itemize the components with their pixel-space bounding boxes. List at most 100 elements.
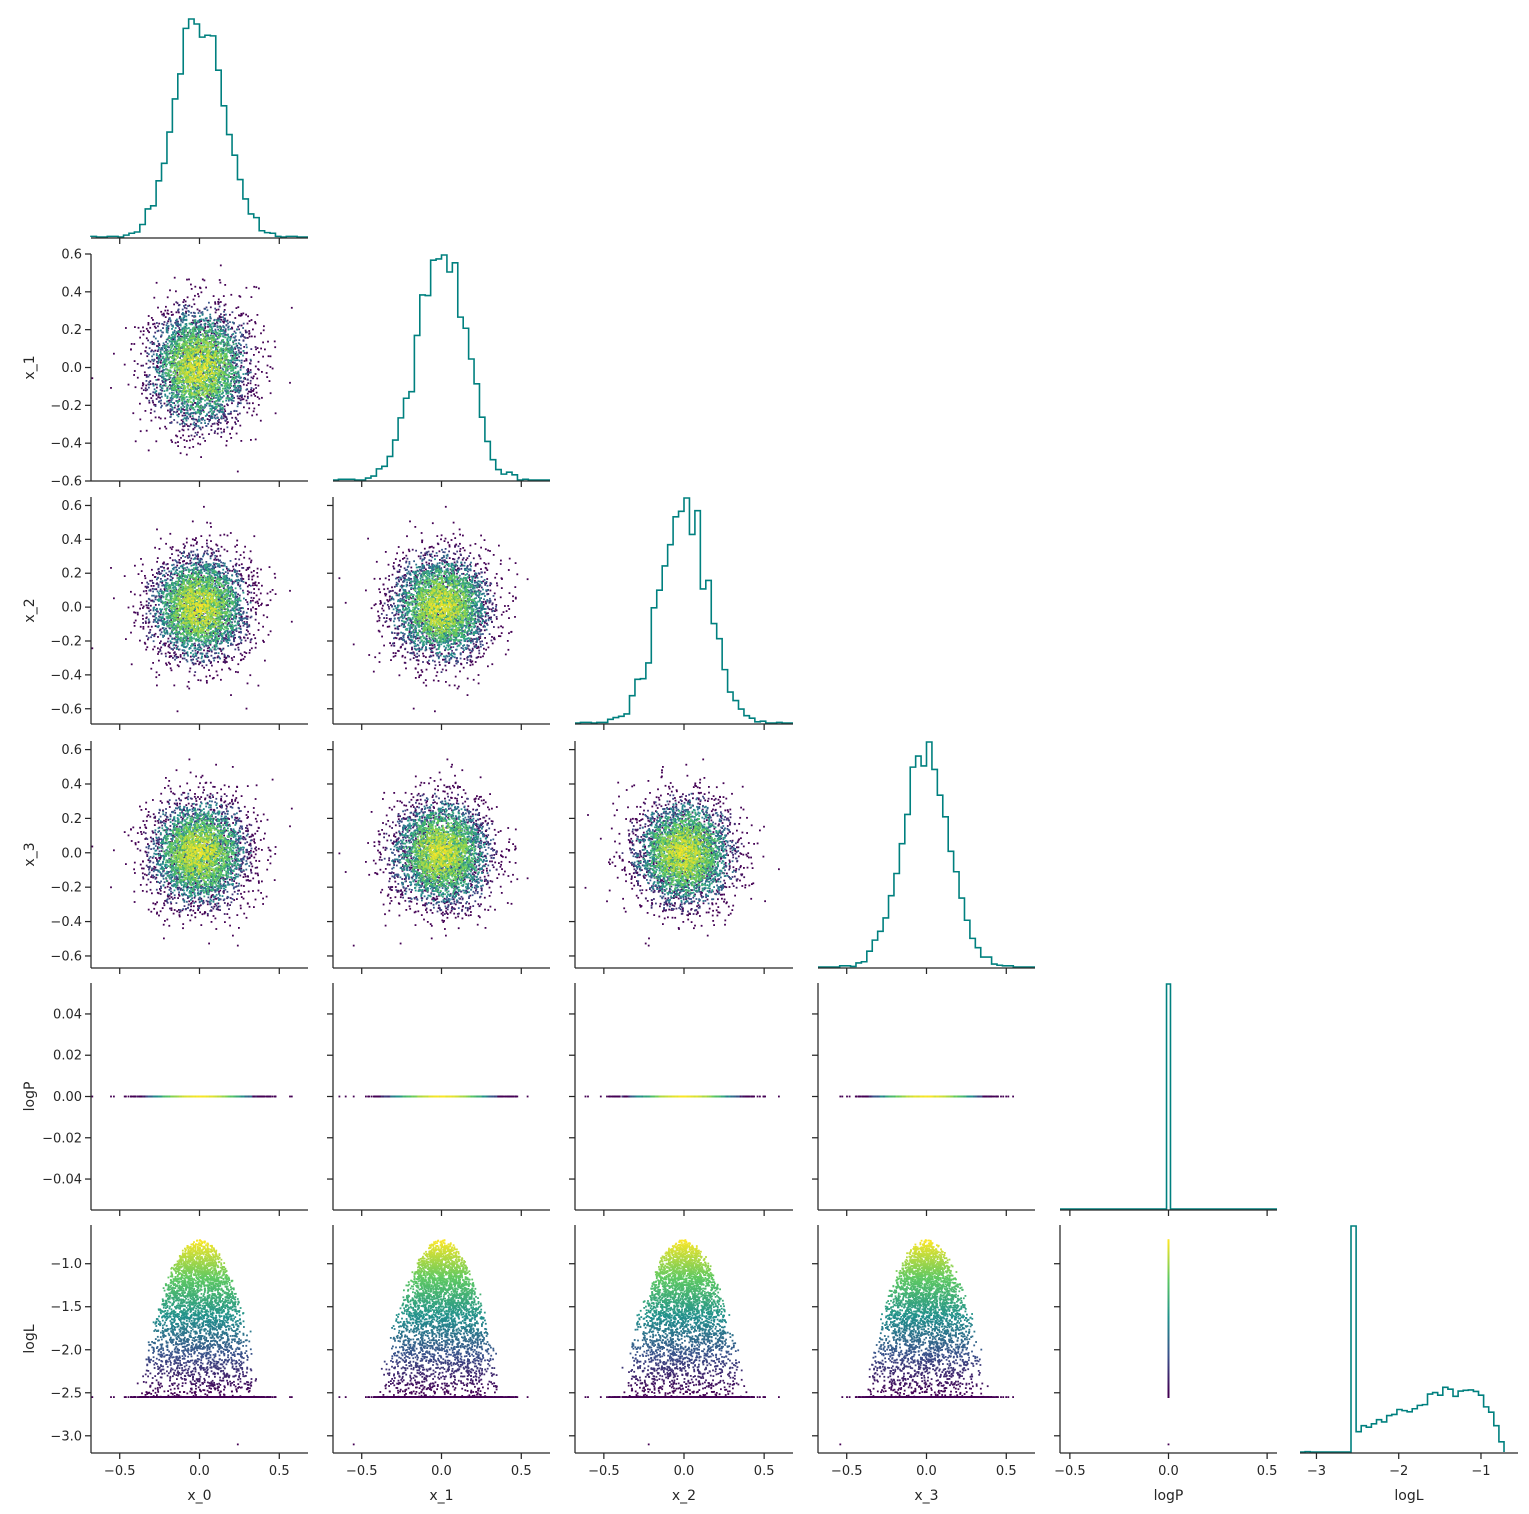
scatter-point: [236, 433, 238, 435]
scatter-point: [128, 384, 130, 386]
scatter-point: [239, 360, 241, 362]
scatter-point: [137, 363, 139, 365]
scatter-point: [144, 374, 146, 376]
scatter-point: [237, 395, 239, 397]
scatter-point: [173, 419, 175, 421]
scatter-point: [223, 311, 225, 313]
scatter-point: [250, 348, 252, 350]
scatter-point: [146, 430, 148, 432]
scatter-point: [199, 436, 201, 438]
scatter-point: [157, 340, 159, 342]
scatter-point: [148, 360, 150, 362]
scatter-point: [231, 328, 233, 330]
scatter-point: [230, 294, 232, 296]
scatter-point: [148, 376, 150, 378]
scatter-point: [188, 314, 190, 316]
scatter-point: [229, 321, 231, 323]
scatter-point: [201, 410, 203, 412]
scatter-point: [252, 329, 254, 331]
scatter-point: [255, 373, 257, 375]
scatter-point: [200, 334, 202, 336]
scatter-point: [225, 314, 227, 316]
scatter-point: [267, 341, 269, 343]
scatter-point: [183, 412, 185, 414]
scatter-point: [134, 360, 136, 362]
scatter-point: [164, 418, 166, 420]
scatter-point: [200, 429, 202, 431]
scatter-point: [238, 328, 240, 330]
scatter-point: [246, 287, 248, 289]
scatter-point: [181, 419, 183, 421]
scatter-point: [266, 372, 268, 374]
scatter-point: [170, 401, 172, 403]
scatter-point: [291, 307, 293, 309]
scatter-point: [255, 387, 257, 389]
scatter-point: [224, 330, 226, 332]
scatter-point: [224, 408, 226, 410]
scatter-point: [231, 402, 233, 404]
scatter-point: [243, 346, 245, 348]
scatter-point: [246, 360, 248, 362]
scatter-point: [186, 279, 188, 281]
scatter-point: [175, 290, 177, 292]
scatter-point: [140, 331, 142, 333]
scatter-point: [244, 396, 246, 398]
scatter-point: [169, 318, 171, 320]
scatter-point: [155, 405, 157, 407]
scatter-point: [263, 325, 265, 327]
scatter-point: [152, 383, 154, 385]
scatter-point: [255, 366, 257, 368]
scatter-point: [142, 343, 144, 345]
scatter-point: [135, 440, 137, 442]
scatter-point: [232, 311, 234, 313]
scatter-point: [253, 286, 255, 288]
scatter-point: [272, 368, 274, 370]
scatter-point: [169, 409, 171, 411]
scatter-point: [230, 413, 232, 415]
scatter-point: [146, 376, 148, 378]
scatter-point: [258, 404, 260, 406]
scatter-point: [237, 306, 239, 308]
scatter-point: [139, 337, 141, 339]
scatter-point: [240, 348, 242, 350]
scatter-point: [183, 299, 185, 301]
scatter-point: [181, 403, 183, 405]
scatter-point: [155, 327, 157, 329]
scatter-point: [146, 380, 148, 382]
scatter-point: [239, 296, 241, 298]
scatter-point: [177, 422, 179, 424]
scatter-point: [156, 394, 158, 396]
scatter-point: [154, 376, 156, 378]
scatter-point: [207, 418, 209, 420]
scatter-point: [167, 310, 169, 312]
scatter-point: [217, 323, 219, 325]
scatter-point: [220, 428, 222, 430]
scatter-point: [242, 327, 244, 329]
scatter-point: [199, 319, 201, 321]
scatter-point: [223, 413, 225, 415]
scatter-point: [148, 400, 150, 402]
scatter-point: [188, 311, 190, 313]
scatter-point: [208, 421, 210, 423]
scatter-point: [245, 330, 247, 332]
scatter-point: [257, 368, 259, 370]
scatter-point: [224, 309, 226, 311]
scatter-point: [258, 288, 260, 290]
scatter-point: [186, 308, 188, 310]
scatter-point: [146, 374, 148, 376]
scatter-point: [138, 327, 140, 329]
scatter-point: [240, 440, 242, 442]
scatter-point: [236, 307, 238, 309]
scatter-point: [156, 282, 158, 284]
scatter-point: [217, 420, 219, 422]
scatter-point: [139, 403, 141, 405]
scatter-point: [198, 296, 200, 298]
scatter-point: [137, 377, 139, 379]
scatter-point: [150, 351, 152, 353]
scatter-point: [240, 367, 242, 369]
scatter-point: [237, 405, 239, 407]
scatter-point: [173, 304, 175, 306]
scatter-point: [200, 324, 202, 326]
scatter-point: [238, 349, 240, 351]
scatter-point: [170, 324, 172, 326]
